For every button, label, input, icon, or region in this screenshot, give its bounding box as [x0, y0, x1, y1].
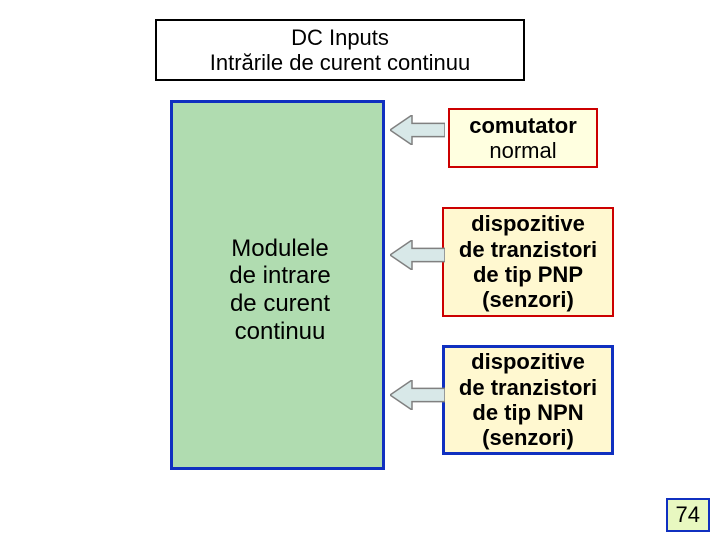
arrow-left-icon — [390, 380, 445, 410]
title-box: DC Inputs Intrările de curent continuu — [155, 19, 525, 81]
arrow-left-icon — [390, 115, 445, 145]
title-line1: DC Inputs — [291, 25, 389, 50]
arrow-left-icon — [390, 240, 445, 270]
right-box-line: dispozitive — [471, 211, 585, 236]
right-box-line: de tip PNP — [473, 262, 583, 287]
right-box-npn: dispozitivede tranzistoride tip NPN(senz… — [442, 345, 614, 455]
page-number: 74 — [666, 498, 710, 532]
module-label-line: de intrare — [229, 262, 330, 290]
module-label-line: Modulele — [231, 235, 328, 263]
right-box-line: (senzori) — [482, 287, 574, 312]
page-number-text: 74 — [676, 502, 700, 527]
module-label: Modulelede intrarede curentcontinuu — [195, 230, 365, 350]
right-box-pnp: dispozitivede tranzistoride tip PNP(senz… — [442, 207, 614, 317]
right-box-line: normal — [489, 138, 556, 163]
right-box-comutator: comutatornormal — [448, 108, 598, 168]
right-box-line: comutator — [469, 113, 577, 138]
right-box-line: de tranzistori — [459, 237, 597, 262]
right-box-line: de tip NPN — [472, 400, 583, 425]
right-box-line: dispozitive — [471, 349, 585, 374]
right-box-line: (senzori) — [482, 425, 574, 450]
module-label-line: de curent — [230, 290, 330, 318]
title-line2: Intrările de curent continuu — [210, 50, 471, 75]
right-box-line: de tranzistori — [459, 375, 597, 400]
module-label-line: continuu — [235, 318, 326, 346]
